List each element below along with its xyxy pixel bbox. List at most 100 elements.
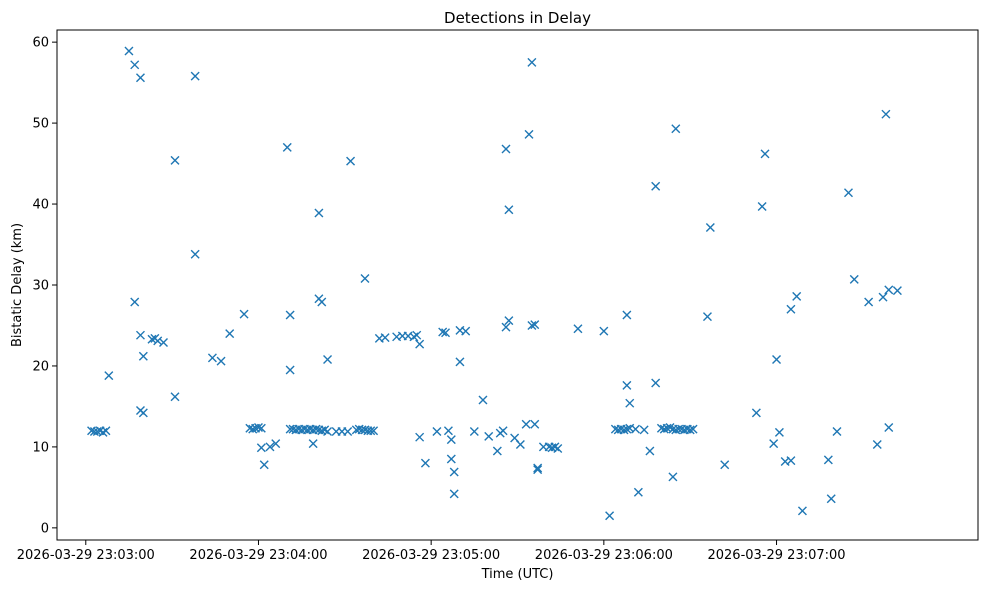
data-point xyxy=(521,419,531,429)
data-point xyxy=(124,46,134,56)
data-point xyxy=(774,427,784,437)
data-point xyxy=(461,326,471,336)
data-point xyxy=(323,427,333,437)
data-point xyxy=(884,422,894,432)
data-point xyxy=(527,57,537,67)
data-point xyxy=(256,423,266,433)
x-axis-label: Time (UTC) xyxy=(481,567,554,582)
data-point xyxy=(153,336,163,346)
data-point xyxy=(492,446,502,456)
data-point xyxy=(420,458,430,468)
data-point xyxy=(619,425,629,435)
data-point xyxy=(346,156,356,166)
data-point xyxy=(138,351,148,361)
data-point xyxy=(314,208,324,218)
data-point xyxy=(524,129,534,139)
data-point xyxy=(207,353,217,363)
data-point xyxy=(530,419,540,429)
data-point xyxy=(633,487,643,497)
data-point xyxy=(823,455,833,465)
y-tick-label: 20 xyxy=(32,359,49,374)
y-tick-label: 60 xyxy=(32,36,49,51)
data-point xyxy=(190,71,200,81)
data-point xyxy=(190,249,200,259)
data-point xyxy=(446,435,456,445)
y-axis-label: Bistatic Delay (km) xyxy=(10,223,25,347)
data-point xyxy=(104,371,114,381)
x-axis-ticks: 2026-03-29 23:03:00 2026-03-29 23:04:00 20… xyxy=(17,540,846,563)
data-point xyxy=(631,424,640,434)
data-point xyxy=(443,426,453,436)
data-point xyxy=(826,494,836,504)
data-point xyxy=(253,422,263,432)
data-point xyxy=(469,427,479,437)
y-axis-ticks: 0 10 20 30 40 50 60 xyxy=(32,36,57,536)
data-point xyxy=(892,286,902,296)
data-point xyxy=(527,320,537,330)
y-tick-label: 40 xyxy=(32,198,49,213)
y-tick-label: 30 xyxy=(32,279,49,294)
data-point xyxy=(130,297,140,307)
x-tick-label: 2026-03-29 23:05:00 xyxy=(362,548,500,563)
data-point xyxy=(147,334,157,344)
data-point xyxy=(760,149,770,159)
data-point xyxy=(438,327,448,337)
data-point xyxy=(872,439,882,449)
data-point xyxy=(533,465,543,475)
data-point xyxy=(702,312,712,322)
data-point xyxy=(705,223,715,233)
x-tick-label: 2026-03-29 23:03:00 xyxy=(17,548,155,563)
data-point xyxy=(530,320,540,330)
data-point xyxy=(772,354,782,364)
data-point xyxy=(504,205,514,215)
data-point xyxy=(769,439,779,449)
data-point xyxy=(415,432,425,442)
data-point xyxy=(501,322,511,332)
data-point xyxy=(225,329,235,339)
data-point xyxy=(311,424,321,434)
data-point xyxy=(446,454,456,464)
data-point xyxy=(553,444,563,454)
y-tick-label: 10 xyxy=(32,440,49,455)
data-point xyxy=(605,511,615,521)
y-tick-label: 50 xyxy=(32,117,49,132)
data-point xyxy=(256,443,266,453)
data-point xyxy=(786,456,796,466)
data-point xyxy=(239,309,249,319)
chart-title: Detections in Delay xyxy=(444,9,591,27)
data-point xyxy=(651,181,661,191)
data-point xyxy=(138,408,148,418)
data-point xyxy=(449,467,459,477)
data-point xyxy=(881,109,891,119)
data-point xyxy=(135,73,145,83)
data-point xyxy=(478,395,488,405)
data-point xyxy=(271,439,281,449)
plot-frame xyxy=(56,29,979,541)
data-point xyxy=(432,427,442,437)
data-point xyxy=(170,155,180,165)
data-point xyxy=(757,201,767,211)
data-point xyxy=(832,427,842,437)
data-point xyxy=(317,297,327,307)
data-point xyxy=(248,424,258,434)
data-point xyxy=(501,144,511,154)
data-point xyxy=(380,333,390,343)
x-tick-label: 2026-03-29 23:07:00 xyxy=(707,548,845,563)
data-point xyxy=(285,365,295,375)
data-point xyxy=(792,291,802,301)
data-point xyxy=(786,304,796,314)
data-point xyxy=(797,506,807,516)
data-point xyxy=(449,489,459,499)
data-point xyxy=(849,274,859,284)
data-point xyxy=(622,310,632,320)
data-point xyxy=(369,426,379,436)
data-point xyxy=(884,285,894,295)
data-point xyxy=(498,426,508,436)
data-point xyxy=(101,426,111,436)
data-point xyxy=(720,460,730,470)
data-point xyxy=(645,446,655,456)
data-point xyxy=(533,463,543,473)
data-point xyxy=(158,337,168,347)
data-point xyxy=(343,427,353,437)
